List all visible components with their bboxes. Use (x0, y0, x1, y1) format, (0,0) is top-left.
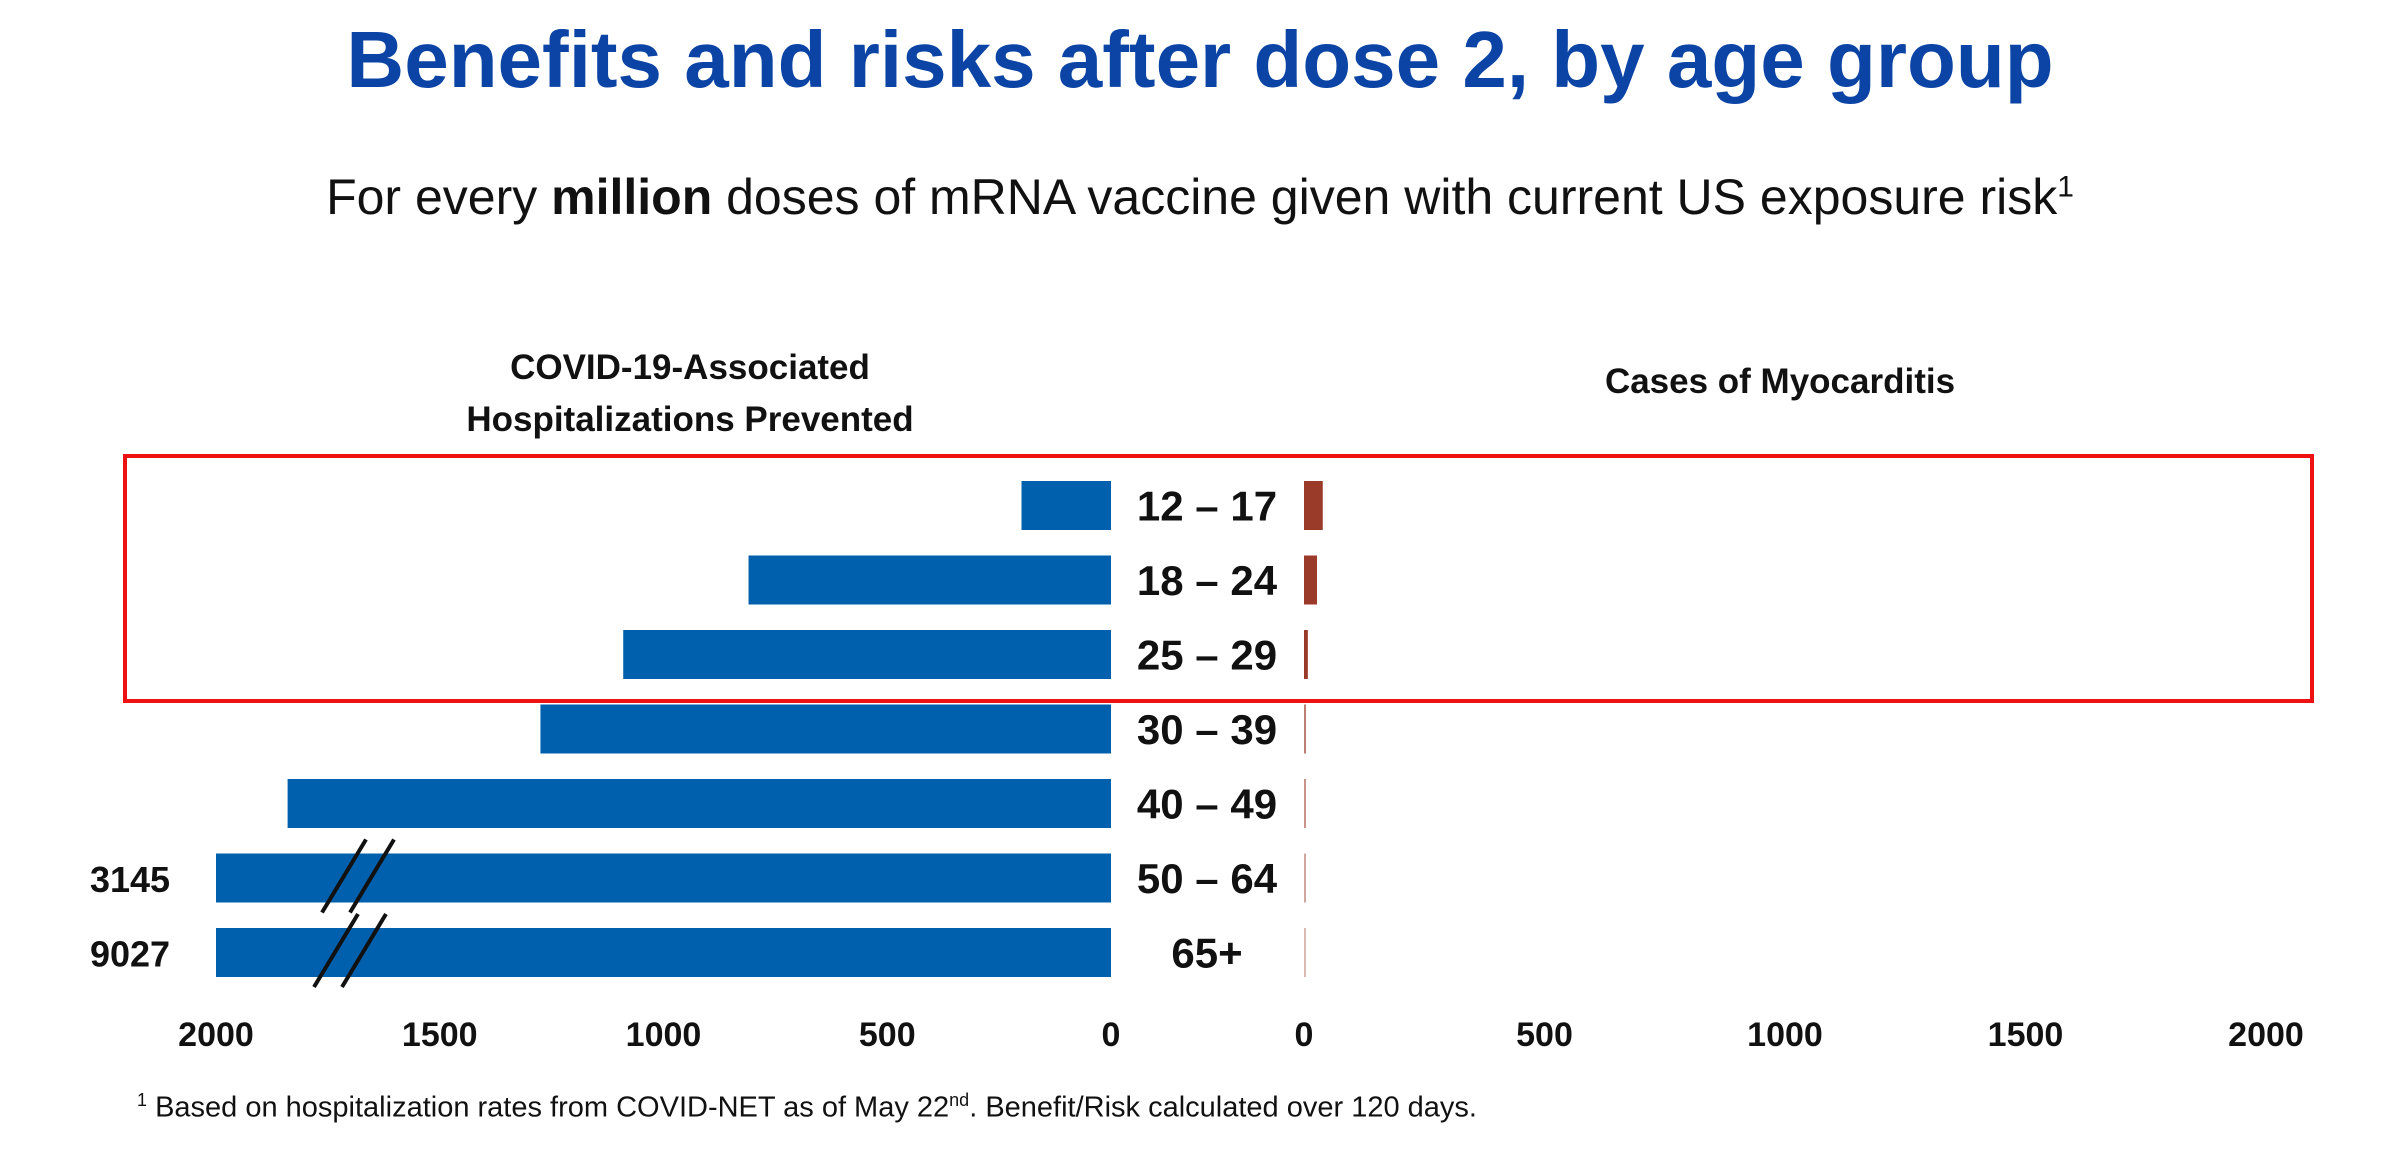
footnote-text-b: . Benefit/Risk calculated over 120 days. (969, 1091, 1477, 1124)
age-group-label-40-49: 40 – 49 (1137, 781, 1277, 828)
chart-title: Benefits and risks after dose 2, by age … (346, 15, 2054, 104)
hospitalizations-bar-30-39 (540, 704, 1111, 754)
footnote: 1 Based on hospitalization rates from CO… (137, 1090, 1477, 1125)
myocarditis-bar-18-24 (1304, 555, 1317, 605)
subtitle-footnote-marker: 1 (2057, 170, 2074, 204)
hospitalizations-bar-12-17 (1021, 481, 1111, 530)
left-panel-title: COVID-19-Associated Hospitalizations Pre… (466, 348, 914, 439)
right-panel-title: Cases of Myocarditis (1604, 362, 1956, 401)
left-axis-tick-1500: 1500 (402, 1016, 478, 1054)
axis-break-mark-50-64 (320, 838, 368, 914)
age-group-label-18-24: 18 – 24 (1137, 557, 1278, 604)
age-group-label-30-39: 30 – 39 (1137, 706, 1277, 753)
footnote-sup: nd (949, 1090, 970, 1110)
axis-break-mark-65plus (312, 912, 360, 989)
capped-value-label-50-64: 3145 (90, 859, 170, 900)
age-group-label-65plus: 65+ (1171, 930, 1242, 977)
subtitle-prefix: For every (326, 169, 552, 225)
age-group-label-50-64: 50 – 64 (1137, 855, 1278, 902)
axis-break-mark-65plus (340, 912, 388, 989)
left-axis-tick-1000: 1000 (626, 1016, 702, 1054)
left-axis-tick-2000: 2000 (178, 1016, 254, 1054)
right-axis-tick-1500: 1500 (1988, 1016, 2064, 1054)
axis-break-mark-50-64 (348, 838, 396, 914)
myocarditis-bar-65plus (1304, 928, 1306, 977)
hospitalizations-bar-40-49 (287, 779, 1112, 828)
myocarditis-bar-40-49 (1304, 779, 1306, 828)
age-group-label-25-29: 25 – 29 (1137, 632, 1277, 679)
right-axis-tick-2000: 2000 (2228, 1016, 2304, 1054)
subtitle-bold-word: million (551, 169, 713, 225)
footnote-marker: 1 (137, 1090, 148, 1110)
myocarditis-bar-25-29 (1304, 630, 1308, 679)
footnote-text-a: Based on hospitalization rates from COVI… (147, 1091, 950, 1124)
highlight-box (123, 454, 2314, 703)
hospitalizations-bar-18-24 (748, 555, 1111, 605)
hospitalizations-bar-50-64 (216, 853, 1111, 903)
capped-value-label-65plus: 9027 (90, 934, 170, 975)
chart-subtitle: For every million doses of mRNA vaccine … (0, 168, 2400, 226)
left-axis-tick-500: 500 (859, 1016, 916, 1054)
left-axis-tick-0: 0 (1102, 1016, 1121, 1054)
hospitalizations-bar-65plus (216, 928, 1111, 977)
right-axis-tick-0: 0 (1295, 1016, 1314, 1054)
age-group-label-12-17: 12 – 17 (1137, 483, 1277, 530)
hospitalizations-bar-25-29 (623, 630, 1111, 679)
subtitle-suffix: doses of mRNA vaccine given with current… (712, 169, 2058, 225)
right-axis-tick-500: 500 (1516, 1016, 1573, 1054)
myocarditis-bar-50-64 (1304, 853, 1306, 903)
myocarditis-bar-30-39 (1304, 704, 1306, 754)
right-axis-tick-1000: 1000 (1747, 1016, 1823, 1054)
myocarditis-bar-12-17 (1304, 481, 1323, 530)
